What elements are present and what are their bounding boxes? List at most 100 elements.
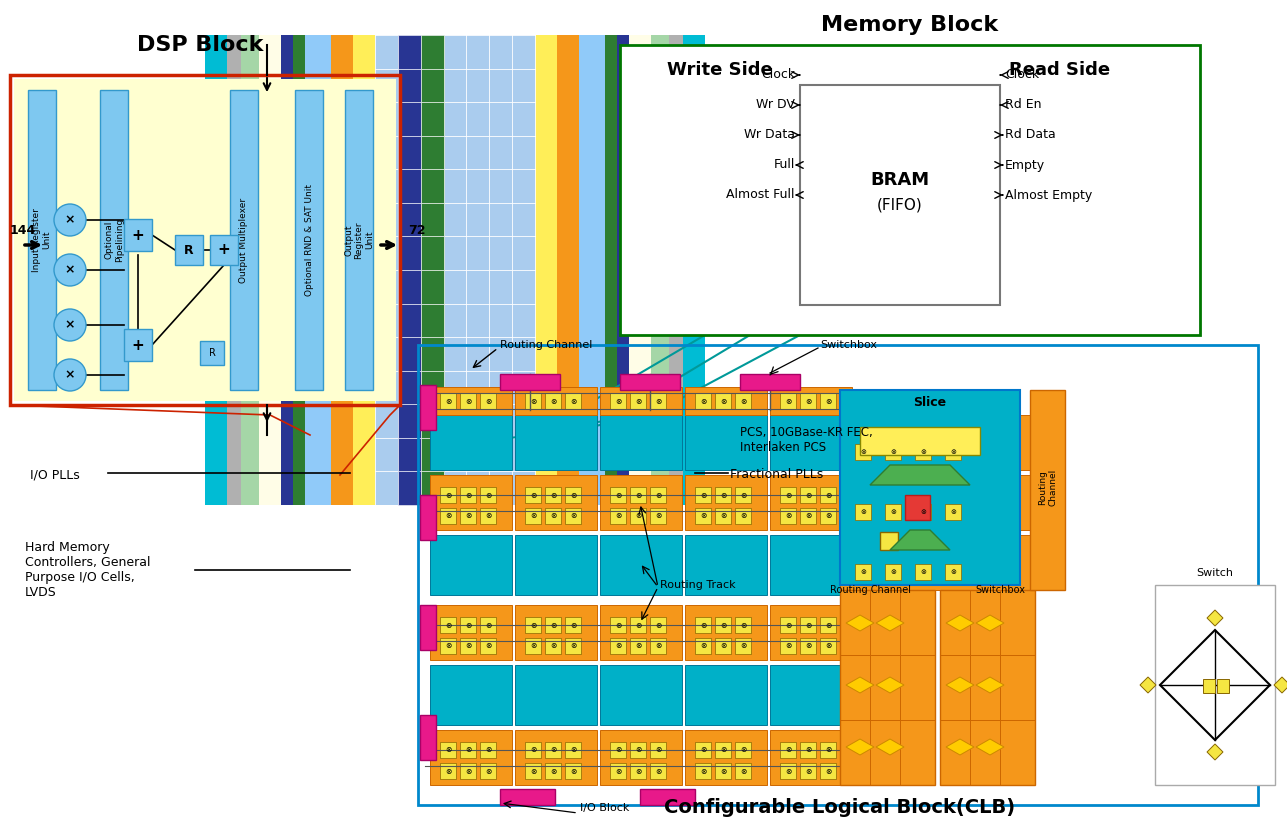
Text: ⊗: ⊗: [785, 620, 792, 630]
Bar: [905, 495, 931, 520]
Bar: [650, 763, 665, 779]
Bar: [600, 410, 682, 470]
Bar: [683, 35, 705, 505]
Text: ⊗: ⊗: [860, 509, 866, 515]
Text: ⊗: ⊗: [700, 641, 707, 650]
Text: ⊗: ⊗: [804, 397, 811, 406]
Bar: [610, 638, 625, 654]
Text: Hard Memory
Controllers, General
Purpose I/O Cells,
LVDS: Hard Memory Controllers, General Purpose…: [24, 541, 151, 599]
Text: ⊗: ⊗: [570, 641, 577, 650]
Polygon shape: [976, 615, 1004, 631]
Text: ⊗: ⊗: [719, 512, 726, 520]
Bar: [544, 617, 561, 633]
Bar: [421, 136, 444, 170]
Text: ⊗: ⊗: [825, 620, 831, 630]
Bar: [480, 742, 495, 758]
Text: ⊗: ⊗: [860, 569, 866, 575]
Text: ⊗: ⊗: [804, 641, 811, 650]
Bar: [459, 742, 476, 758]
Text: ⊗: ⊗: [615, 641, 622, 650]
Text: ⊗: ⊗: [700, 767, 707, 776]
Bar: [770, 730, 852, 785]
Bar: [398, 68, 421, 102]
Bar: [780, 393, 795, 409]
Bar: [915, 444, 931, 460]
Bar: [293, 35, 305, 505]
Polygon shape: [976, 677, 1004, 693]
Text: ⊗: ⊗: [465, 620, 471, 630]
Bar: [480, 508, 495, 524]
Bar: [695, 617, 710, 633]
Bar: [605, 35, 616, 505]
Bar: [295, 90, 323, 390]
Bar: [885, 564, 901, 580]
Bar: [420, 495, 436, 540]
Bar: [501, 789, 555, 805]
Polygon shape: [846, 615, 874, 631]
Bar: [430, 410, 512, 470]
Bar: [398, 404, 421, 438]
Bar: [210, 235, 238, 265]
Text: ⊗: ⊗: [550, 490, 556, 499]
Text: ⊗: ⊗: [615, 620, 622, 630]
Bar: [801, 508, 816, 524]
Text: ⊗: ⊗: [615, 512, 622, 520]
Bar: [515, 410, 597, 470]
Text: Empty: Empty: [1005, 159, 1045, 171]
Bar: [770, 475, 852, 530]
Bar: [600, 387, 682, 415]
Polygon shape: [876, 615, 903, 631]
Text: ⊗: ⊗: [719, 620, 726, 630]
Text: ⊗: ⊗: [465, 490, 471, 499]
Bar: [525, 508, 541, 524]
Text: Routing Channel: Routing Channel: [501, 340, 592, 350]
Bar: [421, 236, 444, 270]
Text: ×: ×: [64, 368, 75, 382]
Bar: [440, 763, 456, 779]
Text: ⊗: ⊗: [655, 620, 662, 630]
Bar: [840, 475, 1055, 530]
Text: ⊗: ⊗: [655, 397, 662, 406]
Bar: [544, 742, 561, 758]
Bar: [515, 535, 597, 595]
Bar: [28, 90, 57, 390]
Bar: [525, 617, 541, 633]
Bar: [735, 393, 752, 409]
Bar: [398, 170, 421, 203]
Bar: [430, 535, 512, 595]
Bar: [421, 170, 444, 203]
Bar: [14, 79, 396, 401]
Bar: [398, 337, 421, 371]
Text: ⊗: ⊗: [485, 767, 492, 776]
Bar: [610, 508, 625, 524]
Bar: [480, 487, 495, 503]
Text: ⊗: ⊗: [465, 397, 471, 406]
Bar: [631, 763, 646, 779]
Bar: [945, 564, 961, 580]
Polygon shape: [946, 677, 974, 693]
Polygon shape: [1140, 677, 1156, 693]
Circle shape: [54, 204, 86, 236]
Bar: [430, 605, 512, 660]
Text: ⊗: ⊗: [445, 397, 452, 406]
Bar: [199, 341, 224, 365]
Bar: [459, 508, 476, 524]
Bar: [421, 371, 444, 404]
Bar: [735, 763, 752, 779]
Bar: [1218, 679, 1229, 693]
Text: ⊗: ⊗: [785, 397, 792, 406]
Bar: [820, 487, 837, 503]
Text: ⊗: ⊗: [570, 767, 577, 776]
Bar: [600, 475, 682, 530]
Text: Rd En: Rd En: [1005, 99, 1041, 112]
Bar: [1030, 390, 1066, 590]
Bar: [544, 487, 561, 503]
Bar: [205, 35, 227, 505]
Bar: [801, 487, 816, 503]
Text: ⊗: ⊗: [700, 746, 707, 755]
Bar: [557, 35, 579, 505]
Bar: [780, 617, 795, 633]
Bar: [175, 235, 203, 265]
Text: ⊗: ⊗: [615, 397, 622, 406]
Polygon shape: [1274, 677, 1287, 693]
